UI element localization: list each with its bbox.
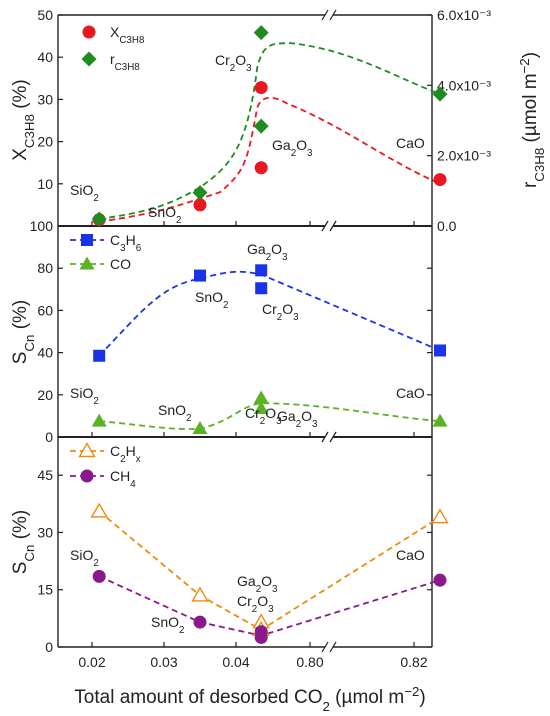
y-tick-label-left: 15 bbox=[37, 582, 53, 598]
y-tick-label-left: 10 bbox=[37, 176, 53, 192]
legend-marker-c3h6 bbox=[81, 234, 93, 246]
axis-break-mark bbox=[329, 431, 337, 443]
data-point-ch4 bbox=[433, 573, 447, 587]
y-tick-label-right: 0.0 bbox=[437, 218, 457, 234]
y-tick-label-left: 0 bbox=[45, 429, 53, 445]
data-point-co bbox=[192, 421, 208, 435]
data-point-r-c3h8 bbox=[91, 211, 107, 227]
legend-label-x-c3h8: XC3H8 bbox=[110, 24, 145, 46]
y-tick-label-left: 0 bbox=[45, 639, 53, 655]
annotation-sno2-co: SnO2 bbox=[158, 402, 191, 424]
data-point-ch4 bbox=[254, 630, 268, 644]
data-point-co bbox=[432, 413, 448, 427]
annotation-sio2: SiO2 bbox=[70, 182, 99, 204]
annotation-cr2o3: Cr2O3 bbox=[237, 593, 274, 615]
annotation-cr2o3-c3h6: Cr2O3 bbox=[262, 301, 299, 323]
legend-marker-c2hx bbox=[78, 442, 96, 458]
data-point-r-c3h8 bbox=[253, 118, 269, 134]
data-point-c2hx bbox=[431, 508, 449, 524]
data-point-r-c3h8 bbox=[253, 25, 269, 41]
trend-line-co bbox=[99, 402, 441, 430]
y-axis-title-left: XC3H8 (%) bbox=[10, 79, 37, 161]
annotation-sio2: SiO2 bbox=[70, 547, 99, 569]
data-point-co bbox=[253, 401, 269, 415]
annotation-ga2o3: Ga2O3 bbox=[272, 137, 313, 159]
annotation-cao: CaO bbox=[396, 135, 425, 151]
annotation-cr2o3-co: Cr2O3 bbox=[245, 405, 282, 427]
annotation-sno2-c3h6: SnO2 bbox=[195, 289, 228, 311]
y-tick-label-left: 20 bbox=[37, 134, 53, 150]
y-axis-title-middle: SCn (%) bbox=[10, 300, 37, 365]
trend-line-c2hx bbox=[98, 510, 441, 631]
axis-break-mark bbox=[329, 220, 337, 232]
data-point-co bbox=[91, 413, 107, 427]
data-point-c3h6 bbox=[93, 349, 106, 362]
axis-break-mark bbox=[329, 9, 337, 21]
axis-break-mark bbox=[329, 641, 337, 653]
data-point-ch4 bbox=[193, 615, 207, 629]
data-point-ch4 bbox=[92, 569, 106, 583]
data-point-x-c3h8 bbox=[254, 81, 268, 95]
data-point-c3h6 bbox=[434, 344, 446, 357]
x-tick-label: 0.04 bbox=[222, 654, 249, 670]
x-tick-label: 0.80 bbox=[296, 654, 323, 670]
y-tick-label-right: 6.0x10⁻³ bbox=[437, 7, 491, 23]
x-tick-label: 0.02 bbox=[78, 654, 105, 670]
legend-marker-co bbox=[79, 256, 95, 270]
annotation-sno2: SnO2 bbox=[151, 614, 184, 636]
data-point-x-c3h8 bbox=[254, 161, 268, 175]
annotation-sno2: SnO2 bbox=[148, 204, 181, 226]
annotation-ga2o3-co: Ga2O3 bbox=[277, 408, 318, 430]
legend-label-co: CO bbox=[110, 256, 131, 272]
annotation-ga2o3-c3h6: Ga2O3 bbox=[247, 241, 288, 263]
y-tick-label-left: 40 bbox=[37, 345, 53, 361]
y-tick-label-right: 4.0x10⁻³ bbox=[437, 77, 491, 93]
data-point-co bbox=[253, 390, 269, 404]
annotation-cr2o3: Cr2O3 bbox=[215, 52, 252, 74]
y-tick-label-left: 30 bbox=[37, 91, 53, 107]
data-point-c3h6 bbox=[255, 282, 268, 295]
y-axis-title-bottom: SCn (%) bbox=[10, 510, 37, 575]
y-tick-label-left: 45 bbox=[37, 467, 53, 483]
legend-label-c2hx: C2Hx bbox=[110, 443, 141, 465]
data-point-x-c3h8 bbox=[193, 198, 207, 212]
y-tick-label-left: 100 bbox=[30, 218, 54, 234]
y-tick-label-left: 80 bbox=[37, 260, 53, 276]
axis-break-mark bbox=[321, 641, 329, 653]
y-tick-label-left: 50 bbox=[37, 7, 53, 23]
legend-label-c3h6: C3H6 bbox=[110, 232, 142, 254]
legend-marker-r-c3h8 bbox=[81, 51, 97, 67]
x-tick-label: 0.82 bbox=[400, 654, 427, 670]
data-point-c3h6 bbox=[194, 269, 206, 282]
x-axis-title: Total amount of desorbed CO2 (µmol m−2) bbox=[74, 684, 425, 714]
annotation-ga2o3: Ga2O3 bbox=[237, 573, 278, 595]
y-tick-label-left: 60 bbox=[37, 302, 53, 318]
data-point-c3h6 bbox=[255, 264, 268, 277]
legend-label-ch4: CH4 bbox=[110, 468, 136, 490]
y-tick-label-right: 2.0x10⁻³ bbox=[437, 148, 491, 164]
axis-break-mark bbox=[321, 431, 329, 443]
y-tick-label-left: 40 bbox=[37, 49, 53, 65]
axis-break-mark bbox=[321, 9, 329, 21]
y-tick-label-left: 30 bbox=[37, 524, 53, 540]
trend-line-x-c3h8 bbox=[99, 96, 441, 223]
annotation-cao: CaO bbox=[396, 547, 425, 563]
data-point-c2hx bbox=[90, 502, 108, 518]
legend-label-r-c3h8: rC3H8 bbox=[110, 51, 140, 73]
data-point-r-c3h8 bbox=[432, 86, 448, 102]
annotation-cao-c3h6: CaO bbox=[396, 385, 425, 401]
axis-break-mark bbox=[321, 220, 329, 232]
data-point-r-c3h8 bbox=[192, 185, 208, 201]
data-point-c2hx bbox=[191, 586, 209, 602]
legend-marker-ch4 bbox=[80, 469, 94, 483]
x-tick-label: 0.03 bbox=[150, 654, 177, 670]
data-point-x-c3h8 bbox=[433, 173, 447, 187]
y-axis-title-right: rC3H8 (µmol m−2) bbox=[517, 52, 547, 188]
annotation-sio2-c3h6: SiO2 bbox=[70, 385, 99, 407]
legend-marker-x-c3h8 bbox=[82, 25, 96, 39]
trend-line-ch4 bbox=[98, 575, 441, 637]
trend-line-r-c3h8 bbox=[99, 42, 441, 220]
y-tick-label-left: 20 bbox=[37, 387, 53, 403]
